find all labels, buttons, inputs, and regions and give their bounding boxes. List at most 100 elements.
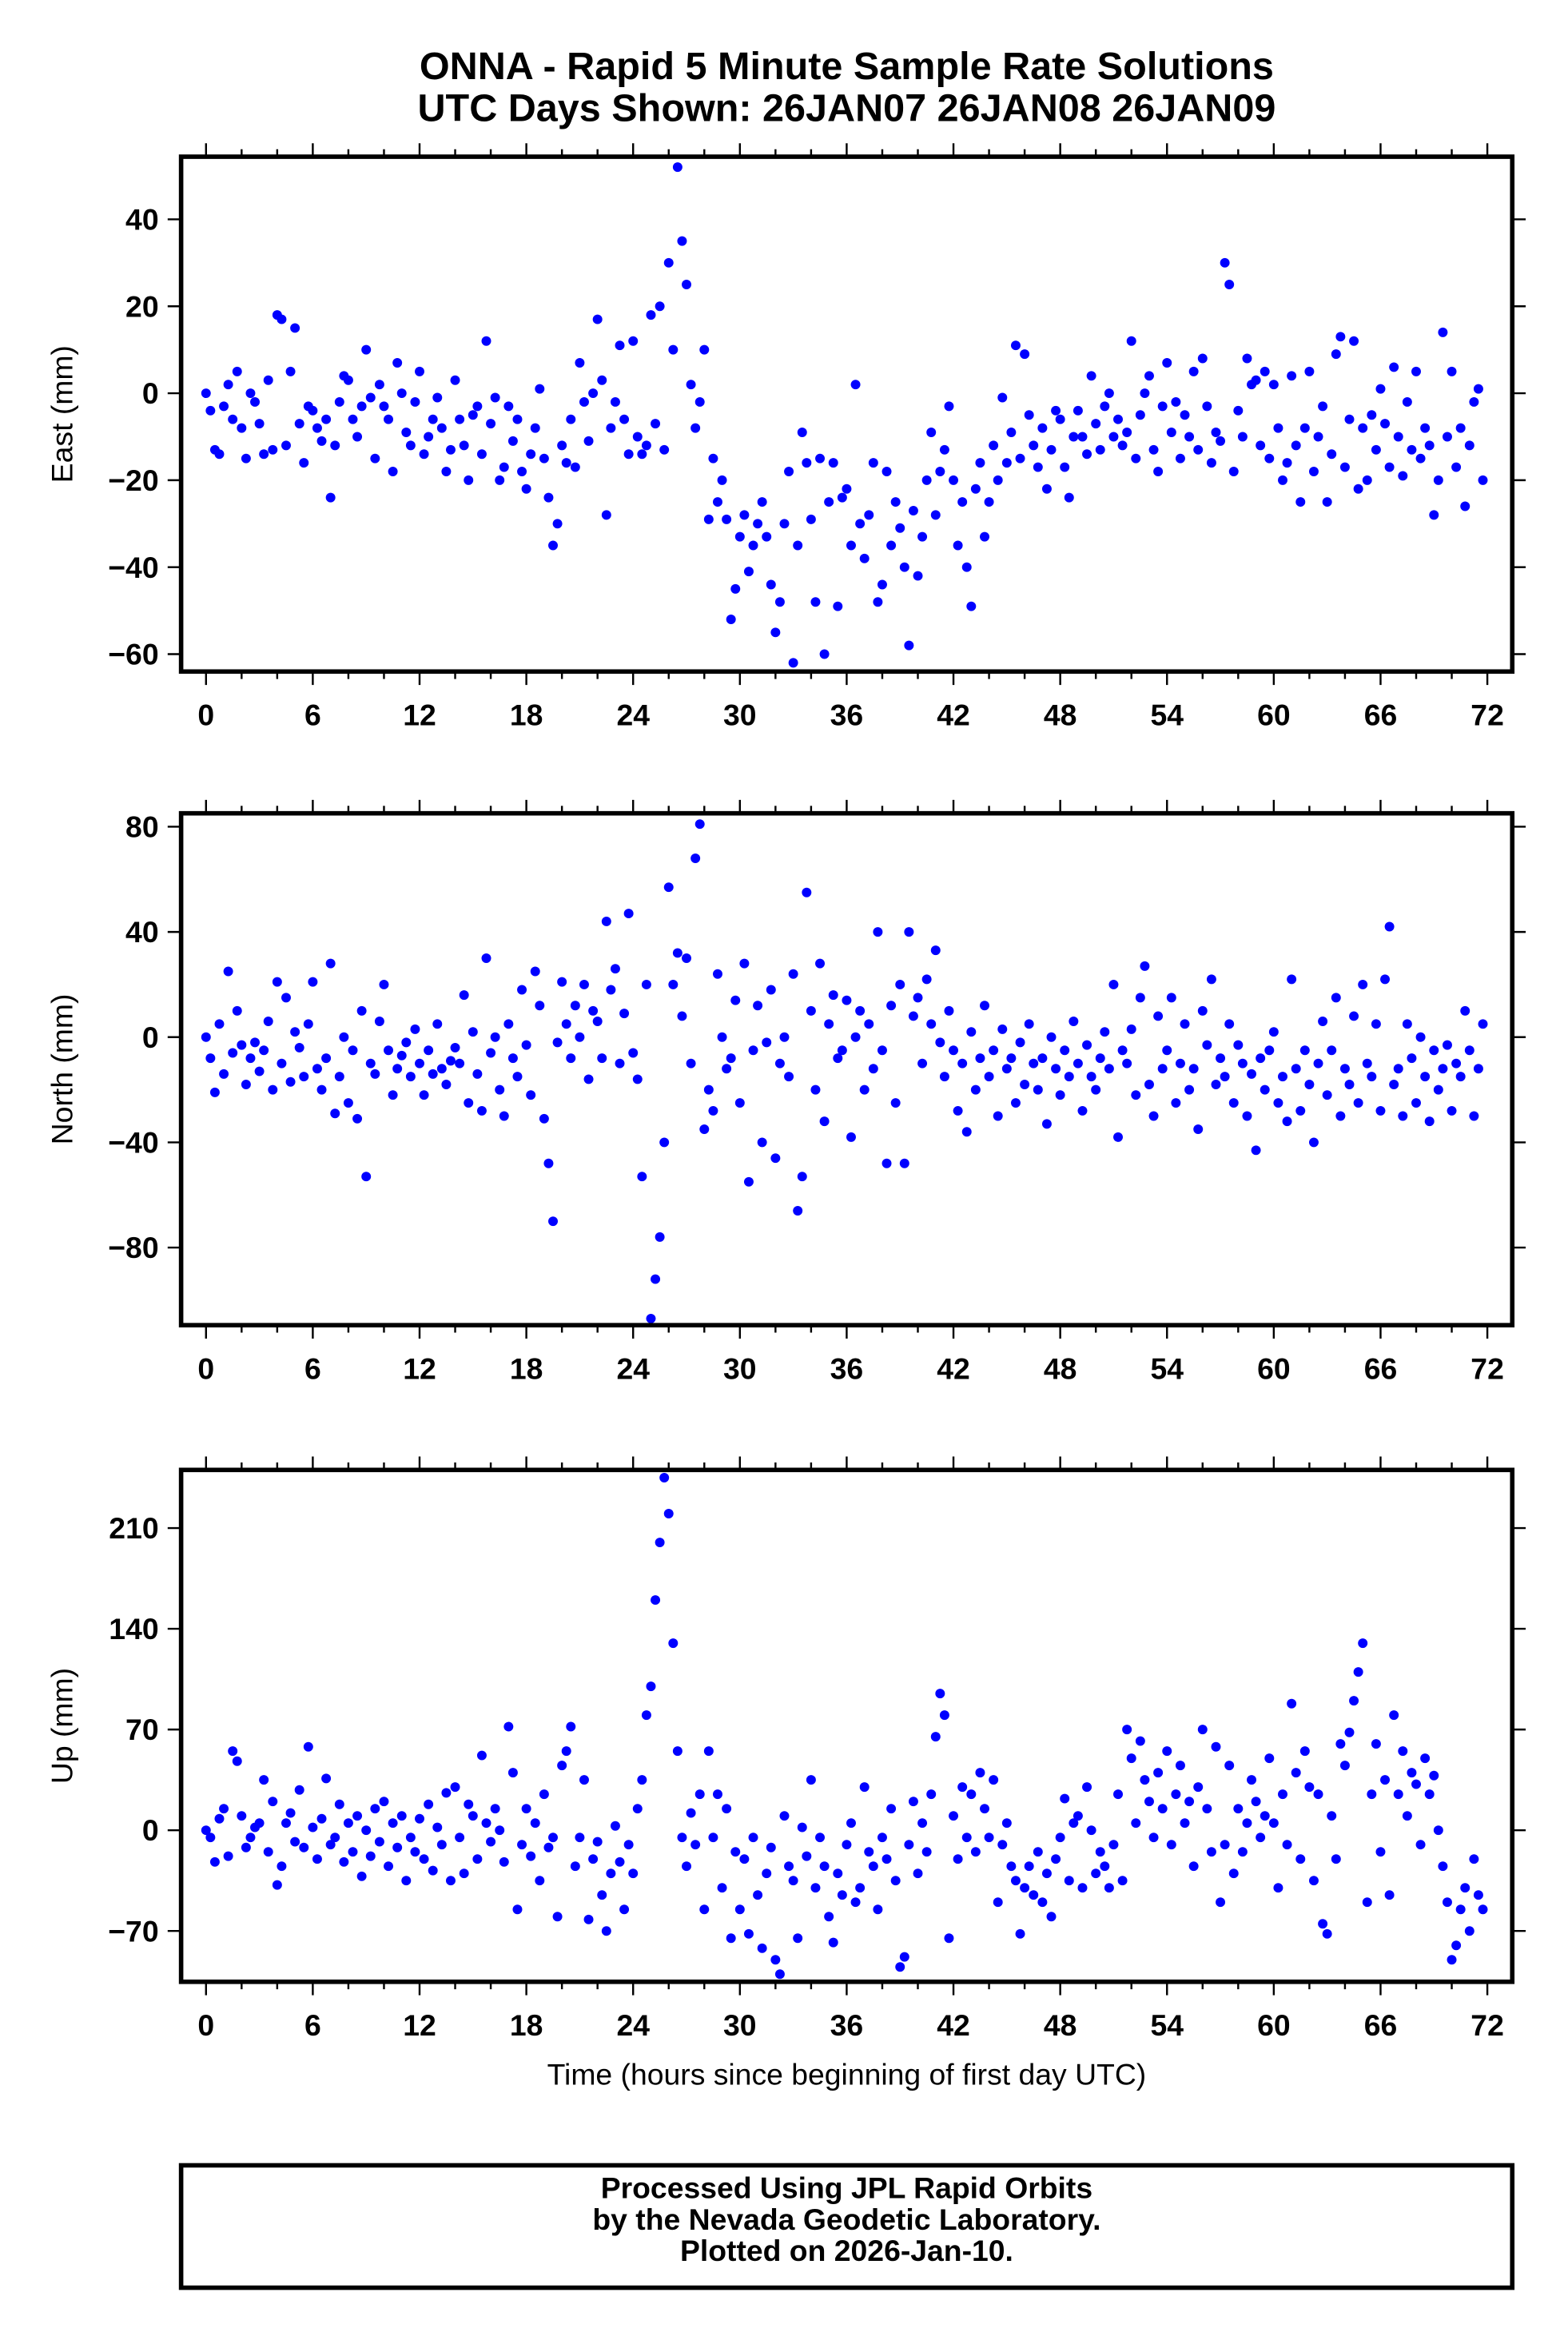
data-point [1095,1053,1105,1064]
data-point [259,1775,269,1785]
data-point [837,1890,847,1900]
data-point [810,1883,821,1893]
data-point [726,1053,736,1064]
data-point [628,336,639,346]
data-point [1455,1904,1466,1915]
data-point [779,519,790,529]
data-point [828,458,838,468]
x-tick-label: 24 [616,1351,650,1385]
data-point [1415,1840,1426,1850]
data-point [1393,432,1403,442]
data-point [1287,371,1297,381]
data-point [1188,1861,1199,1872]
data-point [815,1833,826,1843]
data-point [850,380,861,390]
data-point [1278,475,1287,485]
data-point [1095,444,1105,455]
data-point [1331,349,1341,360]
data-point [579,1775,589,1785]
data-point [668,979,679,989]
y-tick-label: −40 [108,1125,158,1159]
x-tick-label: 6 [304,1351,321,1385]
data-point [1180,1019,1190,1029]
data-point [1464,1045,1474,1056]
data-point [855,1883,866,1893]
y-tick-label: −20 [108,464,158,497]
data-point [543,1158,554,1168]
data-point [601,916,611,926]
data-point [1460,1005,1470,1016]
data-point [1086,1072,1096,1082]
data-point [784,467,794,476]
y-tick-label: −80 [108,1231,158,1264]
data-point [846,1132,856,1142]
data-point [1060,1045,1070,1056]
data-point [1251,1145,1261,1156]
data-point [365,1851,376,1861]
data-point [672,948,683,958]
data-point [1411,1098,1421,1108]
data-point [232,1005,242,1016]
data-point [1260,1084,1270,1095]
data-point [930,1732,941,1742]
data-point [268,1797,278,1807]
data-point [268,444,278,455]
data-point [1460,1883,1470,1893]
chart-subtitle: UTC Days Shown: 26JAN07 26JAN08 26JAN09 [417,86,1275,129]
data-point [321,1053,332,1064]
data-point [1171,396,1181,407]
data-point [597,1053,607,1064]
data-point [228,1048,238,1058]
x-tick-label: 48 [1044,1351,1077,1385]
data-point [1069,1017,1079,1026]
data-point [1380,419,1391,429]
x-axis-label: Time (hours since beginning of first day… [547,2058,1147,2091]
data-point [1469,1111,1479,1121]
data-point [250,1037,260,1048]
data-point [806,1005,816,1016]
data-point [975,458,985,468]
data-point [766,579,776,590]
data-point [824,497,834,507]
data-point [361,1172,372,1182]
data-point [1020,1080,1030,1089]
data-point [682,280,691,290]
data-point [989,440,999,451]
data-point [1256,440,1266,451]
data-point [415,1813,424,1824]
data-point [713,497,722,507]
data-point [209,1856,220,1867]
data-point [1287,1698,1297,1709]
data-point [343,1098,353,1108]
data-point [481,1818,491,1829]
data-point [468,1811,478,1821]
data-point [348,1045,358,1056]
data-point [285,1076,296,1087]
data-point [325,492,336,503]
data-point [259,1045,269,1056]
y-axis-label: North (mm) [45,994,78,1145]
data-point [517,467,527,476]
data-point [1001,1818,1012,1829]
data-point [1126,1024,1136,1034]
x-tick-label: 48 [1044,2008,1077,2042]
data-point [254,419,265,429]
data-point [708,453,718,464]
data-point [868,1861,878,1872]
data-point [1126,1753,1136,1764]
data-point [757,1943,767,1953]
data-point [1233,1040,1244,1050]
data-point [926,428,937,438]
data-point [570,1001,580,1011]
data-point [1104,1064,1114,1074]
data-point [810,597,821,607]
data-point [294,1042,304,1053]
x-tick-label: 12 [403,2008,436,2042]
data-point [1037,1897,1048,1908]
data-point [1362,1897,1372,1908]
data-point [486,419,496,429]
data-point [828,990,838,1001]
data-point [1237,432,1248,442]
data-point [1384,921,1395,932]
data-point [1384,1890,1395,1900]
